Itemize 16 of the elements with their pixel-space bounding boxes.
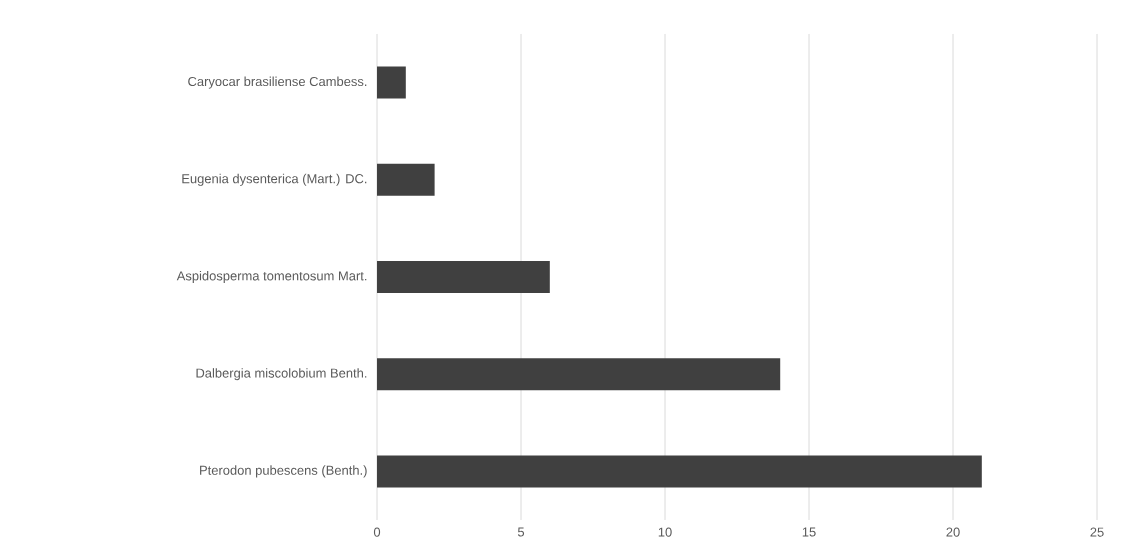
- x-tick-label: 10: [658, 527, 672, 537]
- x-tick-label: 25: [1090, 527, 1104, 537]
- bar: [377, 66, 406, 99]
- x-tick-label: 15: [802, 527, 816, 537]
- x-tick-label: 5: [517, 527, 525, 537]
- x-tick-label: 20: [946, 527, 960, 537]
- bar: [377, 163, 435, 196]
- x-tick-label: 0: [373, 527, 381, 537]
- y-tick-label: Pterodon pubescens (Benth.): [200, 465, 367, 478]
- y-tick-label: Aspidosperma tomentosum Mart.: [176, 270, 367, 284]
- bar: [377, 455, 982, 488]
- y-tick-label: Dalbergia miscolobium Benth.: [196, 368, 367, 381]
- bar: [377, 260, 550, 293]
- y-tick-label: Caryocar brasiliense Cambess.: [188, 76, 367, 89]
- bar: [377, 358, 781, 391]
- y-tick-label: Eugenia dysenterica (Mart.) DC.: [182, 173, 367, 186]
